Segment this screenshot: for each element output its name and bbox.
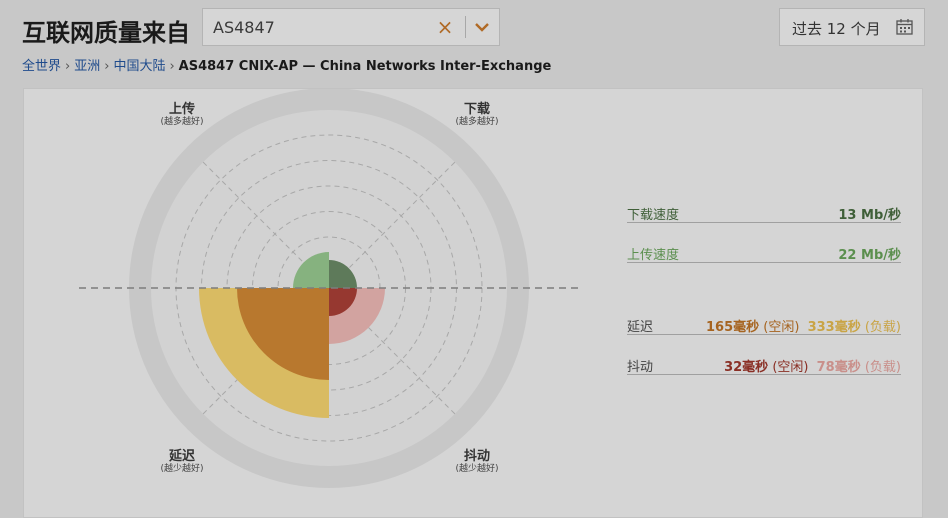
metric-download-label: 下载速度 (627, 208, 680, 223)
search-divider (465, 16, 466, 38)
quality-panel: 上传 (越多越好) 下载 (越多越好) 延迟 (越少越好) 抖动 (越少越好) … (23, 88, 923, 518)
breadcrumb-current: AS4847 CNIX-AP — China Networks Inter-Ex… (178, 59, 552, 74)
axis-upload-hint: (越多越好) (160, 117, 204, 127)
breadcrumb-separator: › (104, 59, 110, 74)
latency-idle-wedge (237, 288, 329, 380)
date-range-label: 过去 12 个月 (792, 20, 881, 38)
jitter-loaded-tag: (负载) (864, 360, 901, 375)
breadcrumb-world[interactable]: 全世界 (22, 59, 62, 74)
upload-wedge (293, 252, 329, 288)
metric-latency-label: 延迟 (627, 320, 654, 335)
calendar-icon (896, 19, 913, 35)
metric-jitter-label: 抖动 (627, 360, 654, 375)
date-range-picker[interactable]: 过去 12 个月 (779, 8, 925, 46)
axis-jitter-hint: (越少越好) (455, 464, 499, 474)
metric-jitter-values: 32毫秒 (空闲) 78毫秒 (负载) (724, 356, 901, 375)
axis-label-latency: 延迟 (越少越好) (142, 449, 222, 475)
axis-jitter-title: 抖动 (463, 449, 490, 464)
axis-label-download: 下载 (越多越好) (437, 102, 517, 128)
jitter-idle-tag: (空闲) (772, 360, 809, 375)
breadcrumb-china[interactable]: 中国大陆 (113, 59, 166, 74)
breadcrumb-separator: › (65, 59, 71, 74)
jitter-loaded-value: 78毫秒 (816, 360, 861, 375)
asn-search-input[interactable] (213, 9, 423, 45)
latency-loaded-tag: (负载) (864, 320, 901, 335)
axis-download-title: 下载 (463, 102, 490, 117)
latency-idle-value: 165毫秒 (705, 320, 760, 335)
breadcrumb-asia[interactable]: 亚洲 (74, 59, 101, 74)
jitter-idle-wedge (329, 288, 357, 316)
axis-latency-title: 延迟 (168, 449, 195, 464)
axis-upload-title: 上传 (168, 102, 195, 117)
latency-loaded-value: 333毫秒 (807, 320, 861, 335)
metric-download-value: 13 Mb/秒 (838, 208, 901, 223)
metric-upload: 上传速度 22 Mb/秒 (627, 244, 901, 263)
axis-download-hint: (越多越好) (455, 117, 499, 127)
jitter-idle-value: 32毫秒 (724, 360, 769, 375)
metric-download: 下载速度 13 Mb/秒 (627, 204, 901, 223)
metric-latency-values: 165毫秒 (空闲) 333毫秒 (负载) (706, 316, 901, 335)
latency-idle-tag: (空闲) (763, 320, 800, 335)
axis-label-jitter: 抖动 (越少越好) (437, 449, 517, 475)
breadcrumb-separator: › (169, 59, 175, 74)
metric-upload-value: 22 Mb/秒 (838, 248, 901, 263)
axis-label-upload: 上传 (越多越好) (142, 102, 222, 128)
page-title: 互联网质量来自 (22, 19, 190, 47)
metric-latency: 延迟 165毫秒 (空闲) 333毫秒 (负载) (627, 316, 901, 335)
clear-icon[interactable]: × (436, 15, 454, 39)
axis-latency-hint: (越少越好) (160, 464, 204, 474)
metric-jitter: 抖动 32毫秒 (空闲) 78毫秒 (负载) (627, 356, 901, 375)
download-wedge (329, 260, 357, 288)
asn-search-box[interactable]: × (202, 8, 500, 46)
quality-radar (79, 89, 581, 488)
breadcrumb: 全世界 › 亚洲 › 中国大陆 › AS4847 CNIX-AP — China Netwo… (22, 55, 551, 74)
metric-upload-label: 上传速度 (627, 248, 680, 263)
chevron-down-icon[interactable] (473, 19, 491, 35)
